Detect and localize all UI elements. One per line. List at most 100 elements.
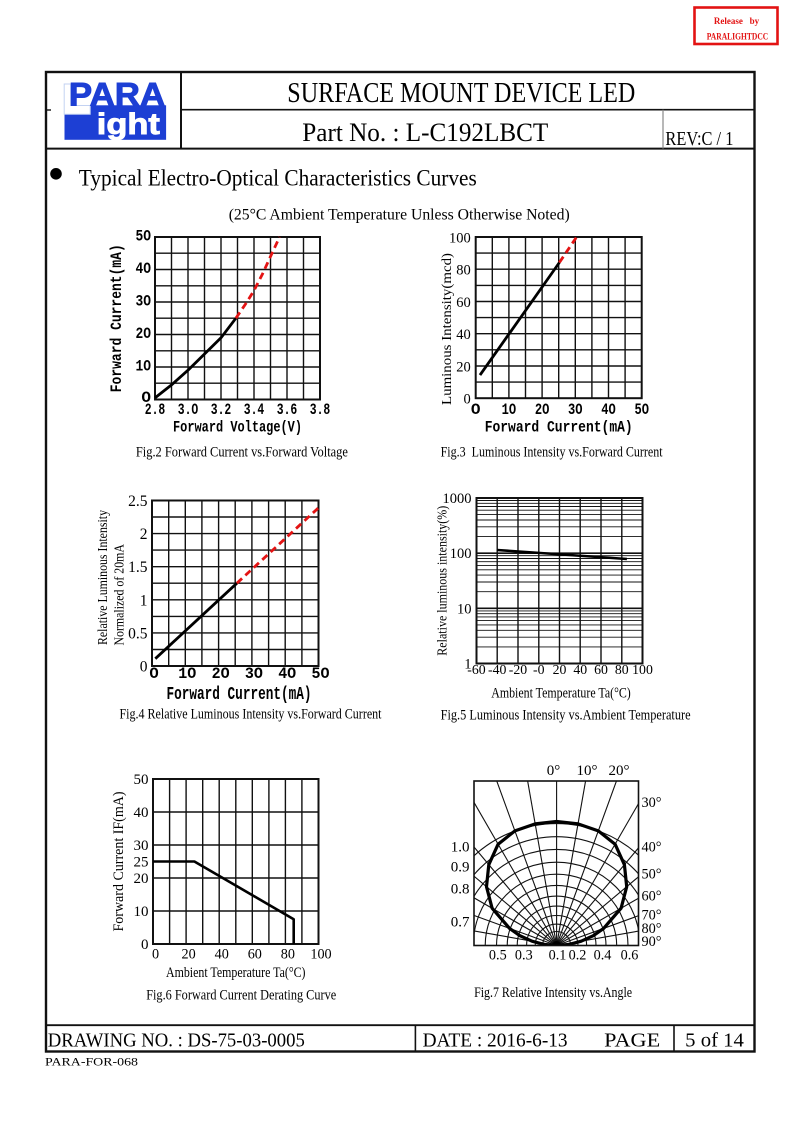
svg-text:0.5: 0.5 bbox=[128, 625, 148, 642]
svg-text:0: 0 bbox=[141, 937, 149, 953]
svg-text:3.O: 3.O bbox=[178, 401, 199, 419]
svg-text:-0: -0 bbox=[533, 662, 545, 677]
svg-text:PARALIGHTDCC: PARALIGHTDCC bbox=[707, 33, 769, 43]
svg-text:10°: 10° bbox=[577, 763, 598, 779]
svg-text:80: 80 bbox=[281, 946, 295, 962]
svg-text:90°: 90° bbox=[642, 934, 662, 950]
svg-text:1: 1 bbox=[464, 657, 471, 673]
svg-text:-60: -60 bbox=[467, 662, 485, 677]
svg-text:3.4: 3.4 bbox=[244, 401, 265, 419]
svg-text:3.6: 3.6 bbox=[277, 401, 298, 419]
svg-text:Fig.2 Forward Current vs.Forwa: Fig.2 Forward Current vs.Forward Voltage bbox=[136, 445, 348, 461]
svg-text:Luminous Intensity(mcd): Luminous Intensity(mcd) bbox=[439, 253, 455, 405]
svg-text:DATE : 2016-6-13: DATE : 2016-6-13 bbox=[423, 1030, 568, 1052]
svg-text:40: 40 bbox=[456, 327, 471, 343]
svg-text:Forward Voltage(V): Forward Voltage(V) bbox=[173, 419, 302, 437]
svg-text:4O: 4O bbox=[278, 665, 296, 683]
svg-text:50: 50 bbox=[134, 772, 149, 788]
svg-text:1: 1 bbox=[140, 592, 148, 609]
svg-text:0.6: 0.6 bbox=[621, 948, 639, 964]
svg-text:Fig.4 Relative Luminous Intens: Fig.4 Relative Luminous Intensity vs.For… bbox=[120, 707, 383, 723]
svg-text:4O: 4O bbox=[136, 260, 152, 278]
svg-text:Relative Luminous Intensity: Relative Luminous Intensity bbox=[95, 510, 110, 645]
svg-text:Fig.3 Luminous Intensity vs.F: Fig.3 Luminous Intensity vs.Forward Curr… bbox=[441, 445, 664, 461]
svg-text:2O: 2O bbox=[136, 325, 152, 343]
svg-text:(25°C Ambient Temperature Unle: (25°C Ambient Temperature Unless Otherwi… bbox=[229, 205, 570, 224]
svg-text:O: O bbox=[141, 389, 151, 407]
svg-text:0.3: 0.3 bbox=[515, 948, 533, 964]
svg-text:PARA-FOR-068: PARA-FOR-068 bbox=[45, 1055, 138, 1069]
svg-text:2.8: 2.8 bbox=[145, 401, 166, 419]
svg-text:0.1: 0.1 bbox=[549, 948, 567, 964]
svg-text:20: 20 bbox=[182, 946, 196, 962]
svg-text:30°: 30° bbox=[642, 795, 662, 811]
svg-text:5 of 14: 5 of 14 bbox=[685, 1030, 744, 1052]
svg-text:-40: -40 bbox=[488, 662, 506, 677]
svg-text:Forward Current(mA): Forward Current(mA) bbox=[167, 685, 312, 705]
svg-text:5O: 5O bbox=[312, 665, 330, 683]
svg-text:80: 80 bbox=[615, 662, 629, 677]
svg-text:60: 60 bbox=[456, 295, 471, 311]
svg-text:1O: 1O bbox=[136, 358, 152, 376]
svg-text:-20: -20 bbox=[509, 662, 527, 677]
svg-text:40°: 40° bbox=[642, 840, 662, 856]
svg-text:SURFACE MOUNT DEVICE LED: SURFACE MOUNT DEVICE LED bbox=[287, 78, 635, 109]
svg-text:0.8: 0.8 bbox=[451, 882, 470, 898]
svg-text:0.2: 0.2 bbox=[569, 948, 587, 964]
svg-text:3.2: 3.2 bbox=[211, 401, 232, 419]
svg-text:0: 0 bbox=[140, 659, 148, 676]
svg-text:Part No. : L-C192LBCT: Part No. : L-C192LBCT bbox=[302, 118, 548, 147]
svg-text:Fig.7 Relative Intensity vs.An: Fig.7 Relative Intensity vs.Angle bbox=[474, 985, 632, 1001]
svg-text:70°: 70° bbox=[642, 908, 662, 924]
svg-text:25: 25 bbox=[134, 855, 149, 871]
svg-text:80: 80 bbox=[456, 263, 471, 279]
svg-text:20: 20 bbox=[456, 359, 471, 375]
svg-text:Relative luminous intensity(%): Relative luminous intensity(%) bbox=[435, 506, 451, 656]
svg-text:100: 100 bbox=[310, 946, 331, 962]
svg-text:0°: 0° bbox=[547, 763, 561, 779]
svg-text:Release by: Release by bbox=[714, 16, 760, 26]
svg-text:Forward Current(mA): Forward Current(mA) bbox=[485, 419, 633, 437]
svg-text:60: 60 bbox=[248, 946, 262, 962]
svg-text:3.8: 3.8 bbox=[310, 401, 331, 419]
svg-text:Forward Current(mA): Forward Current(mA) bbox=[108, 244, 126, 392]
svg-text:30: 30 bbox=[134, 838, 149, 854]
svg-text:0.7: 0.7 bbox=[451, 915, 470, 931]
svg-text:40: 40 bbox=[215, 946, 229, 962]
svg-text:3O: 3O bbox=[245, 665, 263, 683]
svg-text:100: 100 bbox=[450, 546, 472, 562]
svg-text:80°: 80° bbox=[642, 921, 662, 937]
svg-text:5O: 5O bbox=[634, 401, 649, 419]
svg-text:Fig.6 Forward Current Derating: Fig.6 Forward Current Derating Curve bbox=[146, 988, 336, 1004]
svg-text:O: O bbox=[149, 665, 158, 683]
svg-text:2.5: 2.5 bbox=[128, 493, 148, 510]
svg-text:10: 10 bbox=[457, 601, 472, 617]
svg-text:60°: 60° bbox=[642, 889, 662, 905]
svg-text:5O: 5O bbox=[136, 228, 152, 246]
svg-text:PAGE: PAGE bbox=[604, 1030, 660, 1052]
svg-text:Forward Current IF(mA): Forward Current IF(mA) bbox=[111, 791, 127, 931]
svg-text:2O: 2O bbox=[212, 665, 230, 683]
svg-text:2: 2 bbox=[140, 526, 148, 543]
svg-text:10: 10 bbox=[134, 904, 149, 920]
svg-text:50°: 50° bbox=[642, 867, 662, 883]
svg-text:1000: 1000 bbox=[443, 491, 472, 507]
svg-text:Normalized of 20mA: Normalized of 20mA bbox=[112, 544, 127, 646]
svg-text:20: 20 bbox=[134, 871, 149, 887]
svg-text:100: 100 bbox=[449, 231, 471, 247]
svg-text:3O: 3O bbox=[136, 293, 152, 311]
svg-text:20: 20 bbox=[553, 662, 567, 677]
svg-text:40: 40 bbox=[573, 662, 587, 677]
svg-text:Typical Electro-Optical Charac: Typical Electro-Optical Characteristics … bbox=[79, 166, 477, 191]
svg-text:0: 0 bbox=[152, 946, 159, 962]
svg-text:REV:C / 1: REV:C / 1 bbox=[665, 129, 733, 150]
svg-text:O: O bbox=[471, 401, 481, 419]
svg-text:40: 40 bbox=[134, 805, 149, 821]
svg-text:0.9: 0.9 bbox=[451, 859, 470, 875]
svg-text:0.5: 0.5 bbox=[489, 948, 507, 964]
svg-text:ight: ight bbox=[97, 108, 160, 141]
svg-text:4O: 4O bbox=[601, 401, 616, 419]
svg-text:100: 100 bbox=[632, 662, 653, 677]
svg-text:2O: 2O bbox=[535, 401, 550, 419]
svg-text:3O: 3O bbox=[568, 401, 583, 419]
